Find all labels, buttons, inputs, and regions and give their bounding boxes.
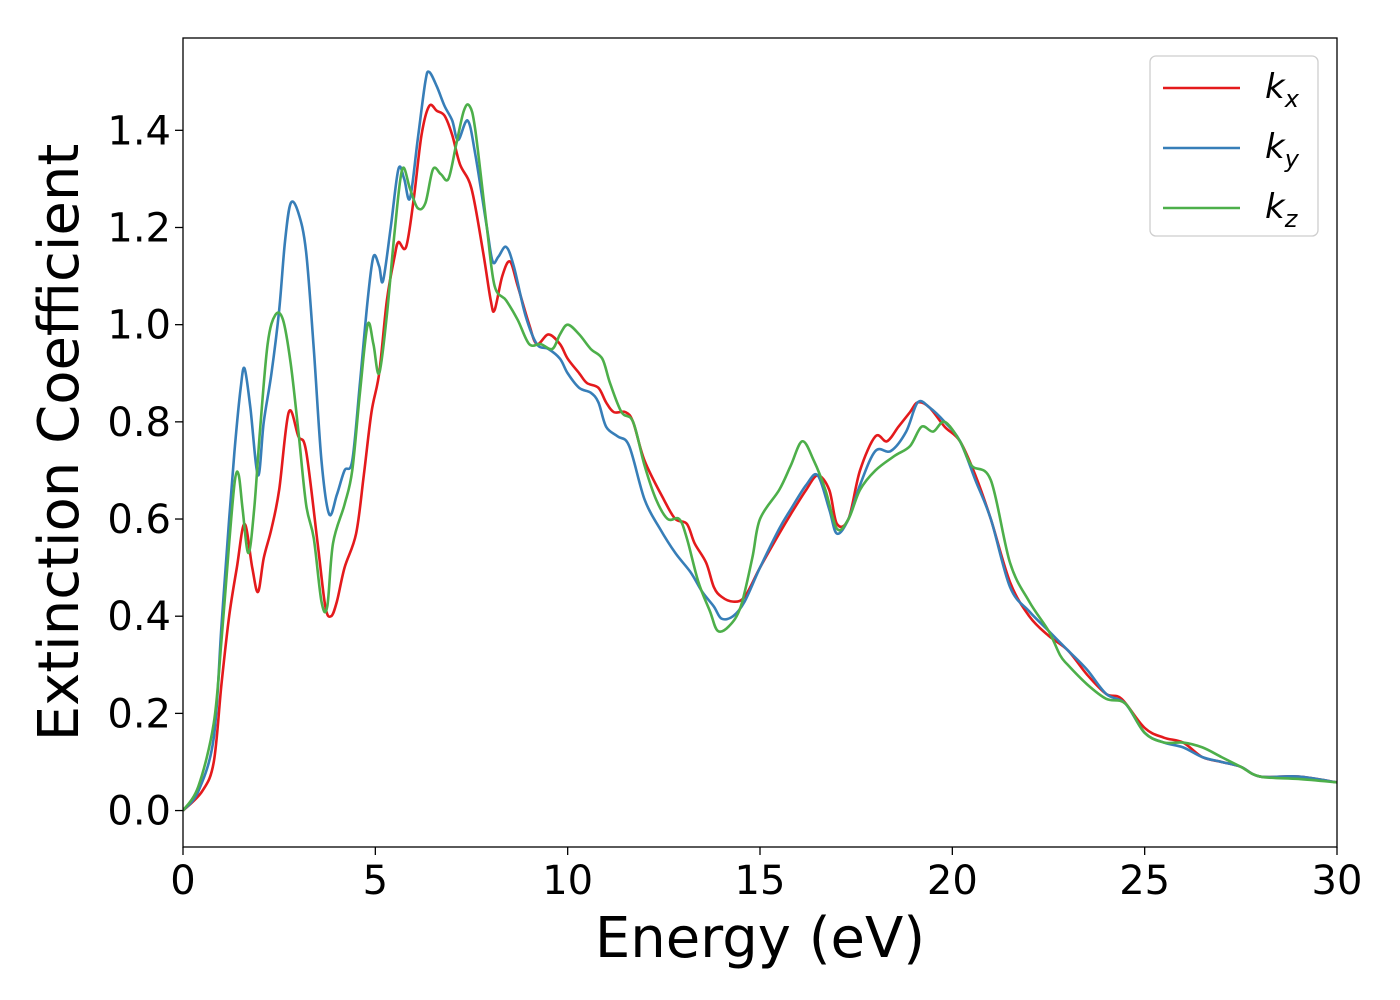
x-tick-label: 30 (1312, 858, 1363, 904)
legend-label-z: kz (1265, 187, 1299, 233)
x-tick-label: 15 (735, 858, 786, 904)
y-tick-label: 0.0 (107, 789, 171, 835)
y-tick-label: 0.8 (107, 400, 171, 446)
y-tick-label: 1.4 (107, 108, 171, 154)
y-axis: 0.0 0.2 0.4 0.6 0.8 1.0 1.2 1.4 (107, 108, 183, 835)
series-line-z (183, 103, 1337, 812)
x-tick-label: 0 (170, 858, 195, 904)
x-tick-label: 10 (542, 858, 593, 904)
y-tick-label: 0.4 (107, 594, 171, 640)
x-tick-label: 25 (1119, 858, 1170, 904)
y-tick-label: 1.2 (107, 205, 171, 251)
y-axis-title: Extinction Coefficient (27, 144, 92, 742)
y-tick-label: 0.6 (107, 497, 171, 543)
legend: kx ky kz (1149, 55, 1319, 237)
x-tick-label: 5 (363, 858, 388, 904)
x-tick-label: 20 (927, 858, 978, 904)
legend-box (1149, 55, 1319, 237)
y-tick-label: 1.0 (107, 303, 171, 349)
x-axis-title: Energy (eV) (595, 906, 925, 971)
series-line-y (183, 70, 1337, 812)
legend-label-x: kx (1265, 67, 1300, 113)
legend-label-y: ky (1265, 127, 1300, 173)
x-axis: 0 5 10 15 20 25 30 (170, 847, 1362, 904)
series-layer (183, 70, 1337, 812)
y-tick-label: 0.2 (107, 691, 171, 737)
